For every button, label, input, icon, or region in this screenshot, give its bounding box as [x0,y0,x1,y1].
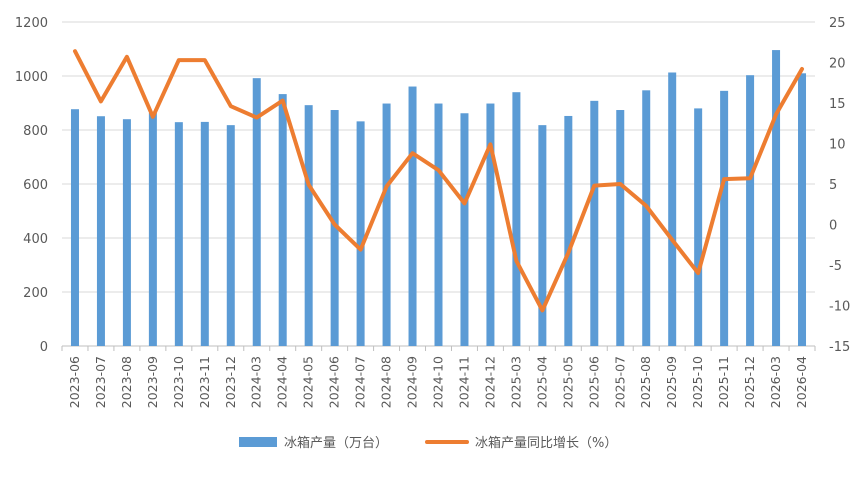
left-y-tick-label: 800 [23,124,48,139]
x-tick-label: 2026-03 [768,356,783,408]
x-tick-label: 2025-09 [664,356,679,408]
bar-2024-09 [408,86,417,346]
x-tick-label: 2024-11 [456,356,471,408]
bar-series [70,50,807,347]
bar-2025-12 [746,75,755,346]
bar-2024-10 [434,103,443,346]
left-y-tick-label: 200 [23,286,48,301]
legend-label-line: 冰箱产量同比增长（%） [475,435,617,451]
legend: 冰箱产量（万台） 冰箱产量同比增长（%） [239,435,617,451]
x-axis: 2023-06 2023-07 2023-08 2023-09 2023-10 2023-… [61,346,816,408]
legend-label-bar: 冰箱产量（万台） [284,435,388,451]
x-tick-label: 2024-12 [482,356,497,408]
x-tick-label: 2024-03 [249,356,264,408]
bar-2025-11 [720,90,729,346]
x-tick-label: 2024-09 [405,356,420,408]
right-y-tick-label: 25 [829,16,846,31]
right-y-tick-label: -15 [829,340,850,355]
bar-2024-08 [382,103,391,346]
x-tick-label: 2024-04 [275,356,290,408]
bar-2025-03 [512,92,521,346]
bar-2023-10 [174,122,183,346]
x-tick-label: 2024-06 [327,356,342,408]
bar-2023-12 [226,125,235,346]
x-tick-label: 2023-11 [197,356,212,408]
bar-2023-07 [96,116,105,346]
right-y-tick-label: -10 [829,300,850,315]
x-tick-label: 2023-08 [119,356,134,408]
x-tick-label: 2023-06 [67,356,82,408]
bar-2025-06 [590,100,599,346]
bar-2025-04 [538,125,547,346]
x-tick-label: 2024-05 [301,356,316,408]
bar-2024-03 [252,78,261,346]
x-tick-label: 2025-10 [690,356,705,408]
x-tick-label: 2025-07 [612,356,627,408]
left-y-axis: 0 200 400 600 800 1000 1200 [15,16,48,355]
bar-2024-11 [460,113,469,346]
line-series [73,49,804,313]
x-tick-label: 2023-12 [223,356,238,408]
bar-2025-07 [616,110,625,347]
bar-2024-07 [356,121,365,346]
x-tick-label: 2025-03 [508,356,523,408]
x-tick-label: 2025-11 [716,356,731,408]
right-y-tick-label: 5 [829,178,837,193]
x-tick-label: 2025-12 [742,356,757,408]
right-y-tick-label: 10 [829,138,846,153]
x-tick-label: 2026-04 [794,356,809,408]
right-y-tick-label: -5 [829,259,842,274]
legend-swatch-bar [239,437,277,447]
x-tick-label: 2024-08 [379,356,394,408]
bar-2023-11 [200,121,209,347]
bar-2026-03 [772,50,781,347]
right-y-tick-label: 15 [829,97,846,112]
left-y-tick-label: 600 [23,178,48,193]
x-tick-label: 2023-09 [145,356,160,408]
x-tick-label: 2025-04 [534,356,549,408]
x-tick-label: 2024-07 [353,356,368,408]
bar-2024-12 [486,103,495,346]
left-y-tick-label: 400 [23,232,48,247]
x-tick-label: 2023-07 [93,356,108,408]
bar-2025-09 [668,72,677,347]
bar-2023-06 [70,109,79,347]
bar-2024-05 [304,105,313,346]
left-y-tick-label: 0 [40,340,48,355]
x-tick-label: 2025-06 [586,356,601,408]
bar-2025-08 [642,90,651,346]
bar-2026-04 [798,73,807,347]
right-y-axis: -15 -10 -5 0 5 10 15 20 25 [829,16,850,355]
left-y-tick-label: 1000 [15,70,48,85]
left-y-tick-label: 1200 [15,16,48,31]
x-tick-label: 2024-10 [431,356,446,408]
bar-2023-08 [122,119,131,346]
bar-2025-10 [694,108,703,347]
bar-2023-09 [148,112,157,347]
right-y-tick-label: 0 [829,219,837,234]
x-tick-label: 2023-10 [171,356,186,408]
x-tick-label: 2025-08 [638,356,653,408]
bar-2024-04 [278,94,287,346]
right-y-tick-label: 20 [829,57,846,72]
bar-2024-06 [330,110,339,347]
bar-2025-05 [564,115,573,347]
x-tick-label: 2025-05 [560,356,575,408]
